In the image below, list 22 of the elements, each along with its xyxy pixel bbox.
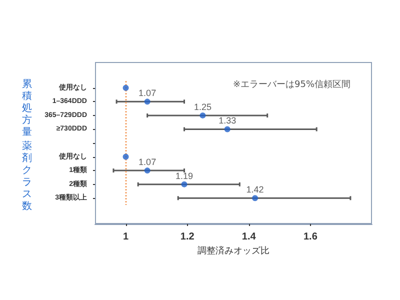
text: 累積処方量: [22, 78, 33, 139]
point: [181, 181, 188, 188]
data-label: 1.33: [218, 116, 236, 126]
x-tick-label: 1.6: [303, 232, 318, 242]
x-tick-label: 1.4: [242, 232, 256, 242]
data-label: 1.25: [194, 102, 212, 112]
x-tick-label: 1.2: [180, 232, 195, 242]
point: [200, 112, 206, 118]
point: [144, 98, 150, 105]
text: 薬剤クラス数: [22, 141, 33, 214]
point: [144, 168, 150, 174]
point: [122, 154, 129, 160]
point: [224, 126, 230, 132]
point: [252, 195, 258, 202]
data-label: 1.07: [138, 157, 156, 168]
data-label: 1.42: [246, 184, 264, 195]
x-tick-label: 1: [122, 232, 129, 242]
annotation: ※エラーバーは95%信頼区間: [233, 78, 351, 91]
x-axis-title: 調整済みオッズ比: [198, 246, 270, 256]
data-label: 1.07: [138, 88, 156, 98]
data-label: 1.19: [175, 170, 194, 181]
point: [122, 84, 129, 91]
